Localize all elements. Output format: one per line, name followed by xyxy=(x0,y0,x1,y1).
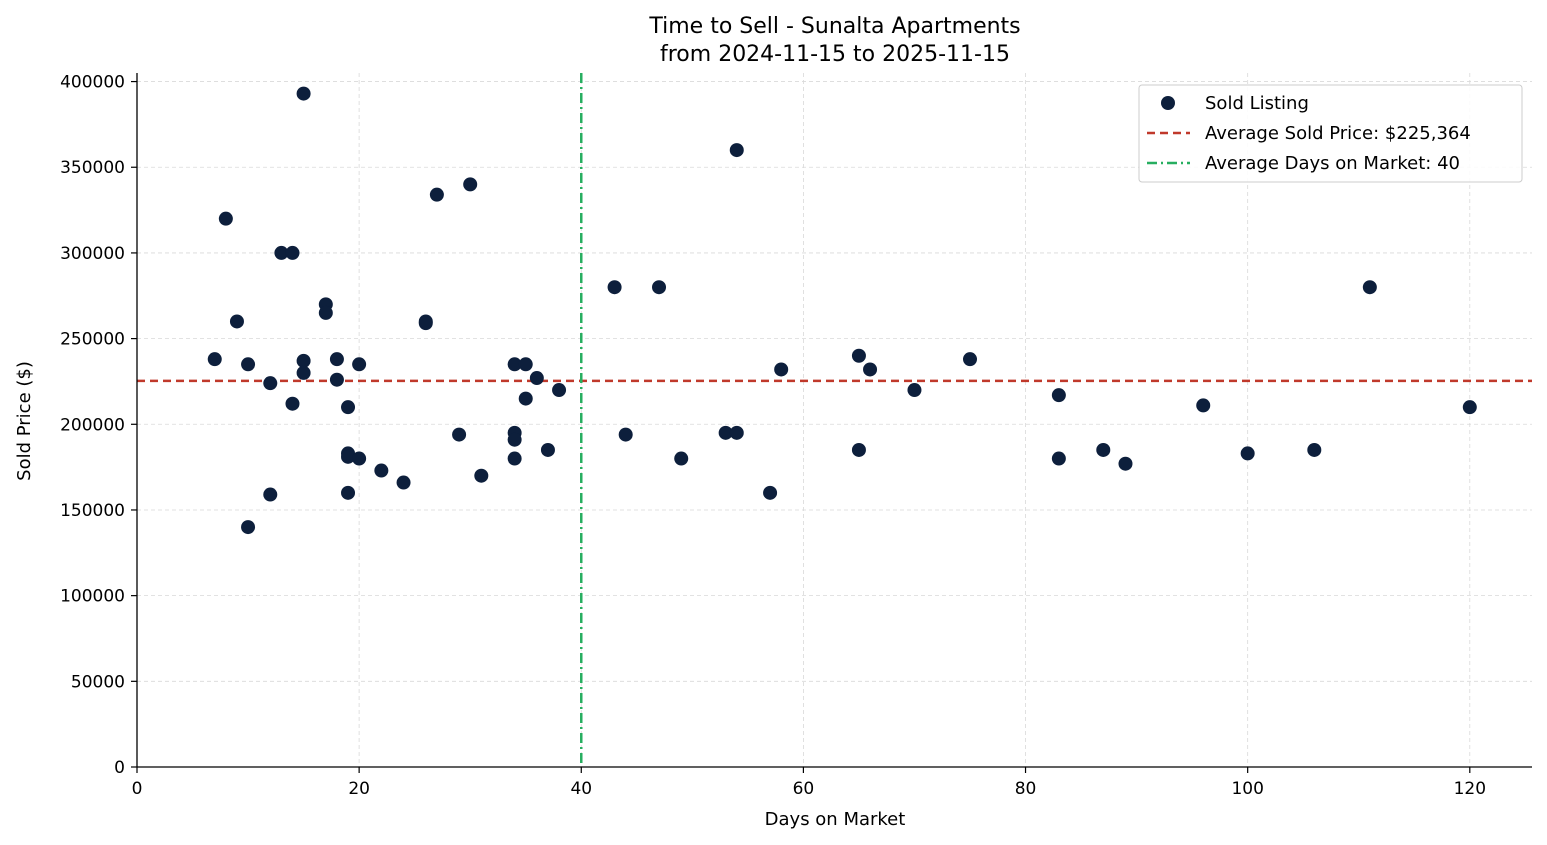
data-points xyxy=(207,86,1477,535)
data-point xyxy=(851,442,866,457)
ticks: 0 20 40 60 80 100 120 0 50000 100000 150000 200000 2… xyxy=(60,73,1486,799)
data-point xyxy=(274,245,289,260)
y-tick-label: 150000 xyxy=(60,501,125,521)
x-tick-label: 60 xyxy=(793,779,815,799)
data-point xyxy=(1196,398,1211,413)
data-point xyxy=(674,451,689,466)
y-tick-label: 400000 xyxy=(60,73,125,93)
data-point xyxy=(285,245,300,260)
data-point xyxy=(296,353,311,368)
y-tick-label: 100000 xyxy=(60,587,125,607)
data-point xyxy=(429,187,444,202)
legend-label-sold-listing: Sold Listing xyxy=(1205,93,1309,114)
data-point xyxy=(851,348,866,363)
data-point xyxy=(618,427,633,442)
data-point xyxy=(418,316,433,331)
axes xyxy=(136,73,1532,768)
data-point xyxy=(229,314,244,329)
y-tick-label: 0 xyxy=(114,758,125,778)
x-tick-label: 20 xyxy=(348,779,370,799)
data-point xyxy=(396,475,411,490)
data-point xyxy=(296,86,311,101)
data-point xyxy=(718,425,733,440)
legend: Sold Listing Average Sold Price: $225,36… xyxy=(1138,84,1523,183)
data-point xyxy=(263,376,278,391)
data-point xyxy=(341,485,356,500)
data-point xyxy=(518,391,533,406)
data-point xyxy=(863,362,878,377)
data-point xyxy=(1240,446,1255,461)
data-point xyxy=(341,400,356,415)
data-point xyxy=(207,352,222,367)
data-point xyxy=(507,357,522,372)
data-point xyxy=(1307,442,1322,457)
data-point xyxy=(263,487,278,502)
data-point xyxy=(1362,280,1377,295)
data-point xyxy=(963,352,978,367)
y-axis-label: Sold Price ($) xyxy=(14,361,35,481)
y-tick-label: 250000 xyxy=(60,330,125,350)
data-point xyxy=(341,449,356,464)
data-point xyxy=(529,371,544,386)
x-tick-label: 0 xyxy=(132,779,143,799)
y-tick-label: 300000 xyxy=(60,244,125,264)
data-point xyxy=(285,396,300,411)
x-tick-label: 120 xyxy=(1454,779,1486,799)
data-point xyxy=(1118,456,1133,471)
data-point xyxy=(296,365,311,380)
data-point xyxy=(329,372,344,387)
x-tick-label: 40 xyxy=(570,779,592,799)
data-point xyxy=(507,451,522,466)
y-tick-label: 50000 xyxy=(71,672,125,692)
data-point xyxy=(518,357,533,372)
data-point xyxy=(774,362,789,377)
x-tick-label: 80 xyxy=(1015,779,1037,799)
legend-label-avg-price: Average Sold Price: $225,364 xyxy=(1205,123,1471,144)
data-point xyxy=(452,427,467,442)
y-tick-label: 200000 xyxy=(60,415,125,435)
data-point xyxy=(374,463,389,478)
reference-lines xyxy=(137,73,1532,767)
data-point xyxy=(907,383,922,398)
legend-label-avg-days: Average Days on Market: 40 xyxy=(1205,153,1460,174)
data-point xyxy=(318,305,333,320)
data-point xyxy=(1051,451,1066,466)
data-point xyxy=(607,280,622,295)
data-point xyxy=(1051,388,1066,403)
y-tick-label: 350000 xyxy=(60,158,125,178)
data-point xyxy=(241,520,256,535)
data-point xyxy=(241,357,256,372)
data-point xyxy=(352,451,367,466)
data-point xyxy=(218,211,233,226)
chart-subtitle: from 2024-11-15 to 2025-11-15 xyxy=(660,42,1010,67)
data-point xyxy=(474,468,489,483)
data-point xyxy=(352,357,367,372)
data-point xyxy=(652,280,667,295)
x-tick-label: 100 xyxy=(1231,779,1263,799)
data-point xyxy=(463,177,478,192)
data-point xyxy=(729,143,744,158)
data-point xyxy=(540,442,555,457)
data-point xyxy=(329,352,344,367)
data-point xyxy=(507,432,522,447)
chart-title: Time to Sell - Sunalta Apartments xyxy=(648,14,1020,39)
data-point xyxy=(1096,442,1111,457)
data-point xyxy=(1462,400,1477,415)
data-point xyxy=(552,383,567,398)
legend-marker-sold-listing xyxy=(1161,96,1175,110)
data-point xyxy=(729,425,744,440)
legend-box xyxy=(1138,84,1523,183)
data-point xyxy=(763,485,778,500)
x-axis-label: Days on Market xyxy=(765,809,906,830)
